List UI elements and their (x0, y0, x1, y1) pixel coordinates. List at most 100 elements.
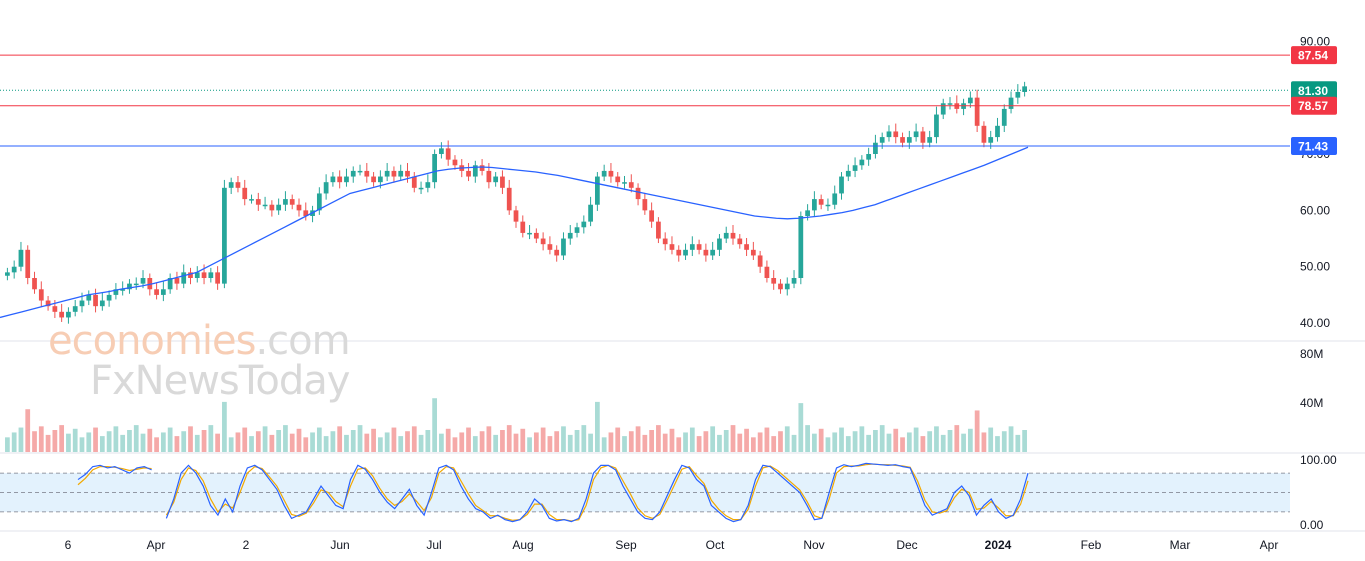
x-axis-tick: Feb (1081, 538, 1102, 552)
volume-bar (493, 434, 499, 452)
candle-body (398, 170, 404, 177)
candle-body (900, 137, 905, 143)
candle-body (669, 244, 675, 250)
candle-body (154, 289, 159, 295)
volume-bar (940, 434, 946, 452)
volume-bar (445, 428, 451, 452)
resistance-high-label-bg (1291, 46, 1337, 65)
volume-bar (852, 431, 858, 452)
volume-bar (737, 433, 743, 452)
candle-body (710, 249, 716, 256)
volume-bar (303, 437, 309, 452)
volume-bar (859, 426, 865, 452)
candle-body (683, 249, 688, 256)
candle-body (906, 137, 912, 143)
volume-bar (1015, 434, 1021, 452)
candle-body (893, 131, 899, 138)
stoch-k-line (165, 462, 1029, 523)
volume-bar (391, 427, 397, 452)
volume-bar (506, 425, 512, 452)
candle-body (981, 125, 987, 143)
candle-body (425, 182, 431, 188)
volume-bar (567, 434, 573, 452)
price-axis-tick: 90.00 (1300, 34, 1330, 48)
moving-average-line (0, 146, 1029, 319)
candle-body (208, 272, 214, 278)
candle-body (486, 170, 492, 183)
candle-body (323, 182, 329, 194)
volume-bar (547, 436, 553, 452)
volume-bar (812, 433, 817, 452)
x-axis-tick: Mar (1170, 538, 1191, 552)
volume-bar (452, 437, 458, 452)
support-label: 71.43 (1298, 139, 1328, 153)
candle-body (493, 176, 499, 183)
candle-body (228, 182, 234, 188)
candle-body (222, 187, 227, 284)
candle-body (269, 204, 275, 211)
stoch-axis-tick: 0.00 (1300, 518, 1324, 532)
volume-bar (967, 428, 973, 452)
volume-bar (181, 431, 187, 452)
volume-bar (791, 434, 797, 452)
volume-bar (920, 436, 926, 452)
candle-body (696, 244, 702, 250)
volume-bar (628, 431, 634, 452)
volume-bar (927, 431, 933, 452)
volume-bar (676, 437, 682, 452)
volume-bar (350, 430, 356, 452)
x-axis-tick: Apr (1260, 538, 1279, 552)
x-axis-tick: 6 (65, 538, 72, 552)
volume-bar (344, 434, 349, 452)
volume-bar (18, 427, 24, 452)
price-axis-tick: 60.00 (1300, 203, 1330, 217)
volume-bar (11, 432, 17, 452)
candle-body (66, 311, 71, 318)
candle-body (764, 266, 770, 278)
candle-body (554, 249, 560, 256)
volume-bar (893, 428, 899, 452)
x-axis-tick: Nov (803, 538, 824, 552)
candle-body (533, 232, 539, 239)
volume-bar (1001, 431, 1007, 452)
volume-bar (289, 433, 295, 452)
candle-body (628, 182, 634, 188)
volume-bar (900, 437, 905, 452)
volume-bar (554, 431, 560, 452)
volume-bar (93, 427, 98, 452)
volume-bar (947, 430, 953, 452)
candle-body (1015, 92, 1021, 98)
volume-bar (906, 432, 912, 452)
volume-bar (683, 432, 688, 452)
x-axis-tick: Oct (706, 538, 725, 552)
x-axis-tick: Jun (330, 538, 349, 552)
volume-bar (384, 432, 390, 452)
candle-body (38, 289, 44, 301)
resistance-label-bg (1291, 96, 1337, 115)
candle-body (201, 272, 207, 278)
candle-body (364, 170, 370, 177)
resistance-high-label: 87.54 (1298, 49, 1328, 63)
volume-bar (262, 426, 268, 452)
candle-body (995, 125, 1000, 138)
volume-bar (255, 431, 261, 452)
candle-body (622, 182, 627, 184)
candle-body (642, 199, 648, 211)
volume-bar (371, 428, 376, 452)
candle-body (405, 170, 410, 177)
candle-body (601, 170, 607, 177)
candle-body (350, 170, 356, 177)
candle-body (588, 204, 593, 222)
volume-bar (771, 436, 777, 452)
candle-body (289, 199, 295, 205)
volume-bar (140, 433, 146, 452)
watermark-fxnewstoday: FxNewsToday (90, 358, 350, 404)
volume-bar (432, 398, 437, 452)
volume-bar (500, 430, 505, 452)
volume-bar (411, 426, 417, 452)
volume-bar (540, 427, 546, 452)
candle-body (283, 199, 288, 205)
candle-body (527, 232, 532, 235)
candle-body (859, 159, 865, 166)
